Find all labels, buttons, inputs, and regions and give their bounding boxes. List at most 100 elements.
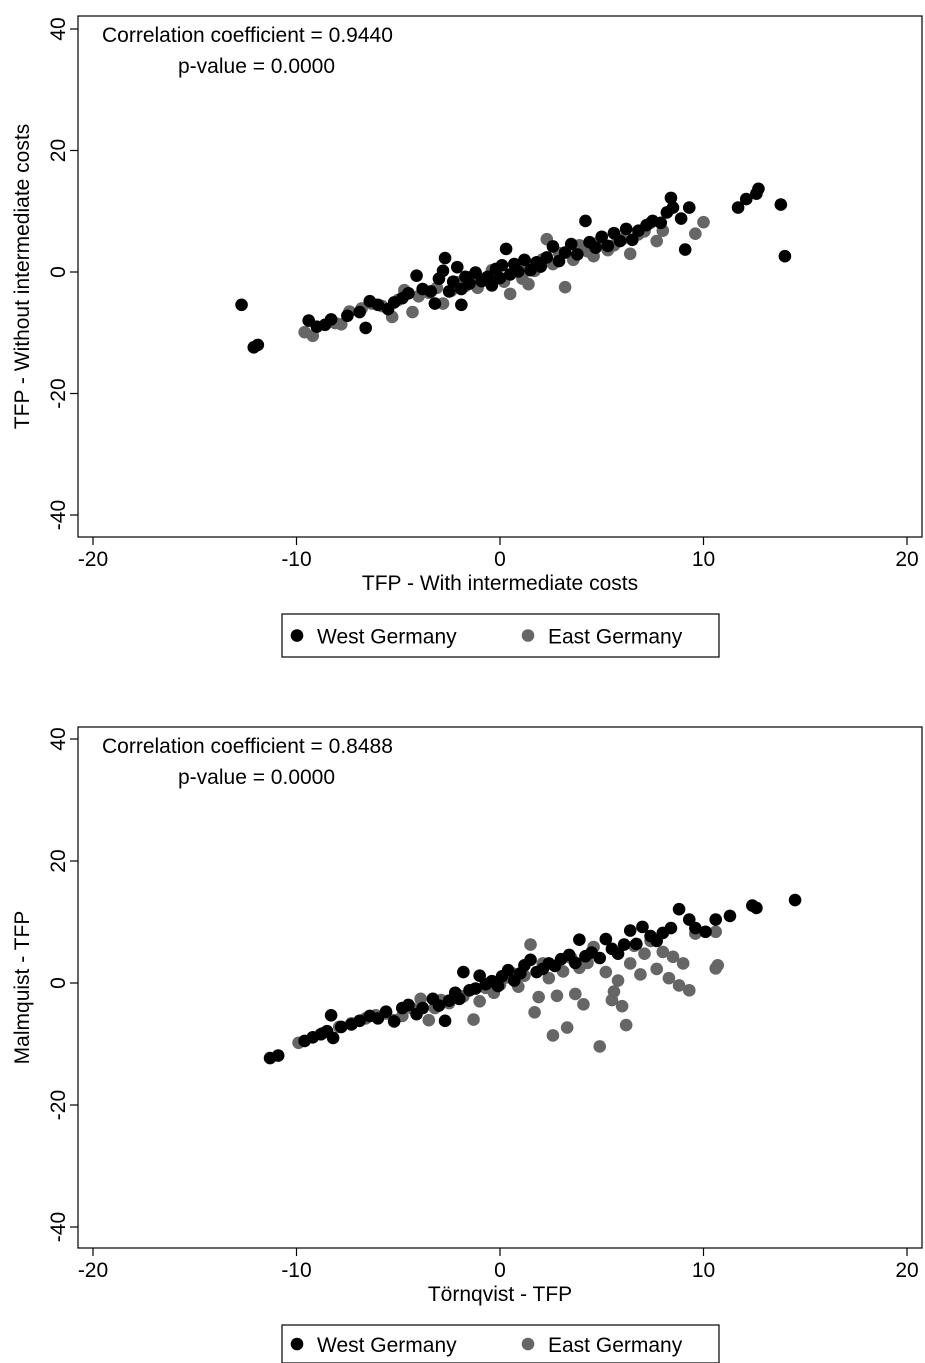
legend-label: East Germany	[548, 626, 683, 649]
data-point	[532, 990, 545, 1004]
data-point	[638, 947, 651, 961]
data-point	[723, 909, 737, 923]
data-point	[676, 957, 690, 970]
y-tick-label: -20	[47, 1090, 70, 1120]
data-point	[689, 921, 702, 935]
data-point	[593, 951, 607, 965]
data-point	[625, 233, 639, 247]
data-point	[607, 985, 621, 998]
data-point	[577, 998, 590, 1011]
data-point	[542, 971, 556, 985]
data-point	[371, 298, 385, 312]
data-point	[623, 247, 637, 261]
data-point	[271, 1049, 285, 1062]
data-point	[438, 1014, 452, 1028]
y-axis-title: Malmquist - TFP	[11, 911, 34, 1065]
data-point	[558, 280, 572, 294]
data-point	[359, 321, 372, 335]
data-point	[611, 974, 625, 987]
y-axis-title: TFP - Without intermediate costs	[11, 124, 34, 429]
correlation-annotation: Correlation coefficient = 0.9440	[102, 24, 393, 47]
data-point	[499, 242, 513, 256]
data-point	[788, 893, 802, 907]
data-point	[402, 998, 415, 1012]
data-point	[522, 277, 535, 291]
legend-box	[281, 1324, 720, 1363]
data-point	[353, 305, 366, 319]
data-point	[467, 1013, 480, 1026]
p-value-annotation: p-value = 0.0000	[178, 766, 335, 789]
data-point	[774, 198, 788, 211]
data-point	[595, 230, 609, 244]
data-point	[550, 989, 564, 1003]
data-point	[672, 902, 686, 916]
x-tick-label: 10	[692, 548, 715, 571]
data-point	[379, 1005, 393, 1018]
data-point	[697, 215, 710, 229]
x-tick-label: 10	[692, 1259, 715, 1282]
data-point	[518, 253, 531, 267]
y-tick-label: -40	[47, 1212, 70, 1242]
data-point	[664, 191, 678, 205]
legend-label: West Germany	[317, 626, 457, 649]
data-point	[666, 201, 680, 214]
y-tick-label: 40	[47, 17, 70, 40]
data-point	[568, 956, 582, 970]
data-point	[469, 982, 482, 995]
data-point	[674, 212, 688, 225]
data-point	[546, 240, 560, 253]
data-point	[750, 901, 763, 915]
series-west-germany	[235, 182, 792, 354]
data-point	[524, 938, 537, 951]
data-point	[251, 338, 265, 352]
data-point	[739, 192, 753, 206]
y-tick-label: 0	[47, 266, 70, 278]
legend-label: West Germany	[317, 1334, 457, 1357]
series-west-germany	[263, 893, 802, 1065]
data-point	[512, 265, 525, 278]
data-point	[528, 1005, 541, 1019]
data-point	[599, 965, 613, 979]
x-tick-label: -20	[78, 548, 108, 571]
data-point	[446, 275, 460, 289]
data-point	[432, 999, 446, 1012]
y-tick-label: 40	[47, 727, 70, 750]
data-point	[611, 947, 625, 961]
legend: West Germany East Germany	[281, 1324, 720, 1363]
data-point	[593, 1040, 607, 1053]
data-point	[503, 287, 517, 301]
data-point	[650, 962, 663, 976]
data-point	[709, 925, 723, 939]
data-point	[630, 937, 643, 951]
p-value-annotation: p-value = 0.0000	[178, 55, 335, 78]
data-point	[778, 249, 792, 263]
data-point	[617, 938, 631, 951]
data-point	[450, 260, 464, 274]
data-point	[353, 1014, 366, 1028]
x-tick-label: -20	[78, 1259, 108, 1282]
data-point	[560, 1021, 574, 1034]
data-point	[540, 251, 554, 264]
data-point	[524, 953, 537, 967]
data-point	[619, 222, 633, 236]
x-tick-label: 20	[895, 548, 918, 571]
data-point	[485, 279, 499, 292]
data-point	[650, 234, 663, 248]
data-point	[662, 971, 676, 985]
data-point	[623, 957, 637, 970]
data-point	[235, 298, 248, 312]
data-point	[654, 216, 668, 230]
data-point	[324, 1009, 338, 1022]
data-point	[491, 979, 505, 993]
data-point	[599, 932, 613, 946]
legend-marker	[290, 629, 304, 642]
legend-marker	[521, 629, 535, 642]
y-tick-label: 0	[47, 977, 70, 989]
data-point	[672, 979, 686, 992]
data-point	[589, 241, 602, 254]
data-point	[689, 227, 702, 241]
data-point	[709, 913, 723, 926]
data-point	[623, 924, 637, 937]
x-tick-label: 20	[895, 1259, 918, 1282]
x-tick-label: -10	[281, 1259, 311, 1282]
